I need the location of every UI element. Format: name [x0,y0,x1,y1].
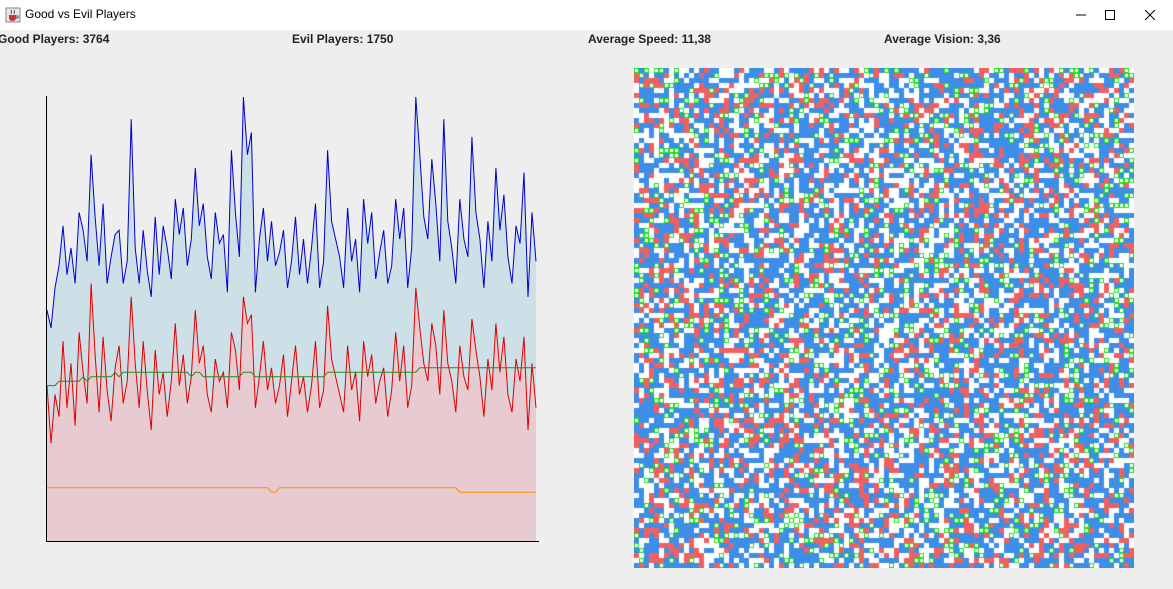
maximize-button[interactable] [1087,0,1133,30]
simulation-grid[interactable] [634,68,1134,568]
vision-series-line [47,487,536,493]
close-icon [1145,10,1155,20]
good-series-line [46,96,537,329]
window-title: Good vs Evil Players [25,7,136,21]
average-speed-label: Average Speed: 11,38 [588,32,711,46]
speed-series-line [47,367,536,387]
window-titlebar[interactable]: Good vs Evil Players [0,0,1173,30]
maximize-icon [1105,10,1115,20]
evil-series-line [46,283,537,444]
good-players-label: Good Players: 3764 [0,32,110,46]
java-cup-icon [5,7,21,23]
population-chart [46,96,539,542]
close-button[interactable] [1127,0,1173,30]
evil-players-label: Evil Players: 1750 [292,32,394,46]
minimize-button[interactable] [1058,0,1104,30]
minimize-icon [1076,14,1086,16]
average-vision-label: Average Vision: 3,36 [884,32,1001,46]
